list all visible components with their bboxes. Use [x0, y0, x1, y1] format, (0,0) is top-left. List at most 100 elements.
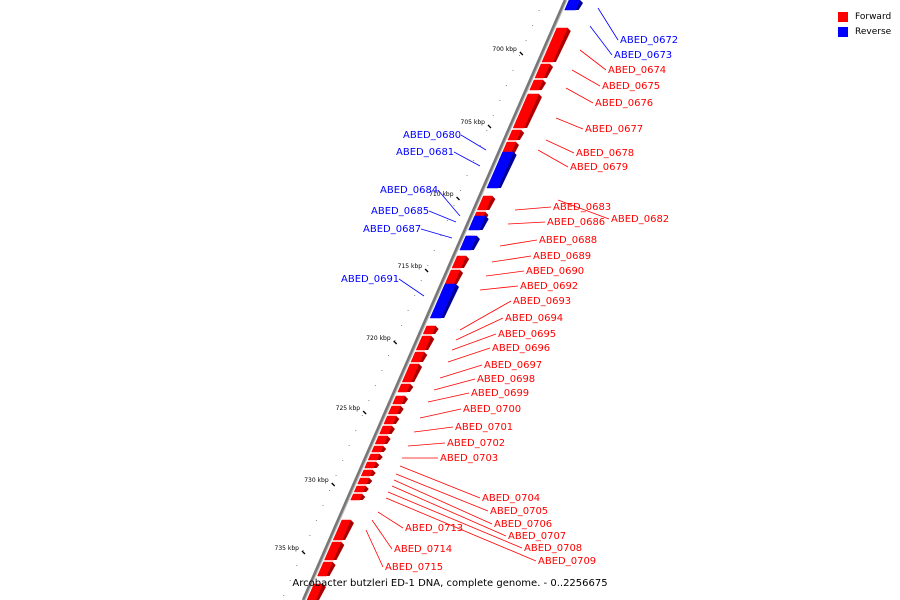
gene-label[interactable]: ABED_0715: [385, 562, 443, 573]
gene-label[interactable]: ABED_0687: [363, 224, 421, 235]
gene-label[interactable]: ABED_0694: [505, 313, 563, 324]
gene-block-shade: [497, 152, 517, 188]
minor-tick: [420, 280, 422, 281]
gene-label[interactable]: ABED_0680: [403, 130, 461, 141]
gene-label[interactable]: ABED_0692: [520, 281, 578, 292]
gene-label[interactable]: ABED_0684: [380, 185, 438, 196]
gene-leader-line: [597, 7, 619, 41]
gene-leader-line: [413, 426, 454, 433]
minor-tick: [433, 250, 435, 251]
minor-tick: [322, 505, 324, 506]
gene-leader-line: [565, 87, 594, 104]
gene-label[interactable]: ABED_0679: [570, 162, 628, 173]
gene-label[interactable]: ABED_0702: [447, 438, 505, 449]
gene-block-shade: [460, 256, 470, 268]
gene-label[interactable]: ABED_0674: [608, 65, 666, 76]
gene-leader-line: [393, 479, 493, 525]
minor-tick: [525, 40, 527, 41]
gene-label[interactable]: ABED_0673: [614, 50, 672, 61]
gene-leader-line: [455, 317, 504, 341]
gene-label[interactable]: ABED_0703: [440, 453, 498, 464]
ruler-label: 720 kbp: [366, 335, 391, 342]
gene-label[interactable]: ABED_0699: [471, 388, 529, 399]
gene-label[interactable]: ABED_0675: [602, 81, 660, 92]
ruler-tick: [456, 196, 460, 201]
gene-leader-line: [407, 442, 446, 447]
gene-block-shade: [524, 94, 542, 128]
gene-label[interactable]: ABED_0672: [620, 35, 678, 46]
gene-label[interactable]: ABED_0689: [533, 251, 591, 262]
minor-tick: [381, 370, 383, 371]
minor-tick: [414, 295, 416, 296]
gene-block-shade: [401, 396, 409, 404]
gene-block-shade: [366, 478, 373, 484]
gene-leader-line: [451, 333, 497, 351]
minor-tick: [401, 325, 403, 326]
gene-label[interactable]: ABED_0686: [547, 217, 605, 228]
gene-leader-line: [377, 511, 404, 529]
gene-label[interactable]: ABED_0704: [482, 493, 540, 504]
gene-label[interactable]: ABED_0714: [394, 544, 452, 555]
gene-leader-line: [365, 529, 384, 568]
gene-block-shade: [516, 130, 525, 140]
legend-reverse-label: Reverse: [855, 26, 892, 37]
gene-label[interactable]: ABED_0683: [553, 202, 611, 213]
gene-block-shade: [333, 542, 345, 560]
map-caption: Arcobacter butzleri ED-1 DNA, complete g…: [292, 578, 608, 589]
ruler-tick: [362, 410, 367, 415]
gene-label[interactable]: ABED_0695: [498, 329, 556, 340]
gene-label[interactable]: ABED_0698: [477, 374, 535, 385]
gene-label[interactable]: ABED_0706: [494, 519, 552, 530]
gene-label[interactable]: ABED_0688: [539, 235, 597, 246]
gene-label[interactable]: ABED_0693: [513, 296, 571, 307]
gene-block-shade: [425, 336, 435, 350]
minor-tick: [348, 445, 350, 446]
gene-block-shade: [363, 486, 369, 492]
gene-label[interactable]: ABED_0676: [595, 98, 653, 109]
minor-tick: [355, 430, 357, 431]
gene-label[interactable]: ABED_0678: [576, 148, 634, 159]
ruler-label: 700 kbp: [492, 46, 517, 53]
gene-label[interactable]: ABED_0682: [611, 214, 669, 225]
gene-label[interactable]: ABED_0707: [508, 531, 566, 542]
ruler-tick: [424, 268, 429, 273]
ruler-label: 725 kbp: [336, 405, 361, 412]
gene-label[interactable]: ABED_0677: [585, 124, 643, 135]
minor-tick: [466, 175, 468, 176]
gene-label[interactable]: ABED_0713: [405, 523, 463, 534]
gene-label[interactable]: ABED_0708: [524, 543, 582, 554]
gene-leader-line: [385, 497, 537, 562]
gene-leader-line: [427, 392, 470, 403]
gene-block-shade: [388, 426, 395, 434]
minor-tick: [296, 565, 298, 566]
gene-label[interactable]: ABED_0709: [538, 556, 596, 567]
ruler-tick: [519, 51, 524, 56]
gene-label[interactable]: ABED_0701: [455, 422, 513, 433]
gene-block: [306, 583, 324, 600]
gene-label[interactable]: ABED_0697: [484, 360, 542, 371]
gene-label[interactable]: ABED_0681: [396, 147, 454, 158]
gene-leader-line: [485, 270, 525, 277]
gene-block-shade: [377, 454, 383, 460]
minor-tick: [473, 160, 475, 161]
minor-tick: [387, 355, 389, 356]
minor-tick: [453, 205, 455, 206]
minor-tick: [394, 340, 396, 341]
gene-leader-line: [491, 255, 532, 263]
gene-label[interactable]: ABED_0696: [492, 343, 550, 354]
ruler-label: 730 kbp: [304, 477, 329, 484]
gene-block-shade: [316, 584, 326, 600]
gene-label[interactable]: ABED_0700: [463, 404, 521, 415]
gene-label[interactable]: ABED_0705: [490, 506, 548, 517]
gene-block-shade: [486, 196, 496, 210]
gene-block-shade: [479, 216, 489, 230]
gene-leader-line: [439, 364, 483, 379]
gene-label[interactable]: ABED_0691: [341, 274, 399, 285]
gene-label[interactable]: ABED_0685: [371, 206, 429, 217]
minor-tick: [446, 220, 448, 221]
gene-label[interactable]: ABED_0690: [526, 266, 584, 277]
gene-leader-line: [545, 139, 575, 154]
gene-leader-line: [420, 228, 453, 239]
axis-shadow: [303, 0, 568, 600]
ruler-tick: [487, 124, 492, 129]
